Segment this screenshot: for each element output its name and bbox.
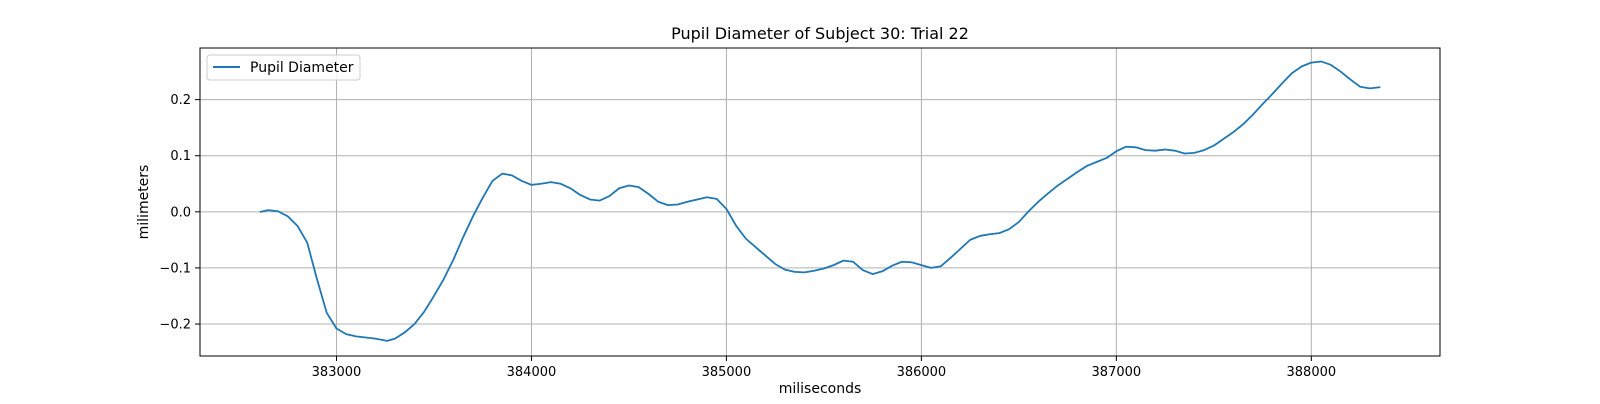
y-tick-label: 0.1 xyxy=(170,149,191,164)
y-tick-label: 0.2 xyxy=(170,93,191,108)
y-tick-label: −0.2 xyxy=(159,318,191,333)
x-axis-label: miliseconds xyxy=(779,381,862,397)
x-tick-label: 388000 xyxy=(1287,365,1337,380)
plot-area-frame xyxy=(199,47,1441,357)
series-layer xyxy=(259,60,1381,342)
x-tick-label: 387000 xyxy=(1092,365,1142,380)
grid xyxy=(200,48,1440,356)
legend-label: Pupil Diameter xyxy=(250,60,354,76)
x-tick-label: 386000 xyxy=(897,365,947,380)
y-tick-label: −0.1 xyxy=(159,261,191,276)
x-tick-label: 385000 xyxy=(702,365,752,380)
chart-title: Pupil Diameter of Subject 30: Trial 22 xyxy=(671,24,969,43)
y-axis-label: milimeters xyxy=(136,165,152,240)
x-tick-label: 384000 xyxy=(507,365,557,380)
y-tick-label: 0.0 xyxy=(170,205,191,220)
legend: Pupil Diameter xyxy=(206,54,361,81)
x-tick-label: 383000 xyxy=(312,365,362,380)
axis-ticks: 383000 384000 385000 386000 387000 388000 −0.2… xyxy=(159,93,1336,380)
series-line-pupil-diameter xyxy=(259,60,1381,342)
legend-box xyxy=(206,54,361,81)
